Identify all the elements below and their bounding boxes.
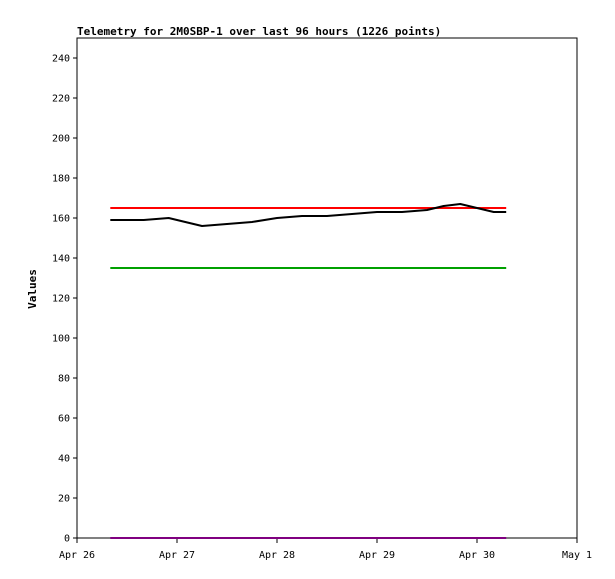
y-tick-label: 0	[64, 534, 70, 545]
series-layer	[110, 203, 507, 539]
x-tick-label: Apr 26	[59, 550, 95, 561]
y-tick-label: 240	[52, 54, 70, 65]
plot-area-frame	[76, 37, 578, 539]
x-axis: Apr 26 Apr 27 Apr 28 Apr 29 Apr 30 May 1	[59, 538, 592, 561]
y-tick-label: 220	[52, 94, 70, 105]
y-tick-label: 160	[52, 214, 70, 225]
y-tick-label: 120	[52, 294, 70, 305]
y-tick-label: 60	[58, 414, 70, 425]
y-tick-label: 200	[52, 134, 70, 145]
y-tick-label: 80	[58, 374, 70, 385]
y-tick-label: 40	[58, 454, 70, 465]
y-axis-title: Values	[26, 269, 39, 309]
x-tick-label: Apr 28	[259, 550, 295, 561]
chart-title: Telemetry for 2M0SBP-1 over last 96 hour…	[77, 25, 441, 38]
x-tick-label: May 1	[562, 550, 592, 561]
y-tick-label: 20	[58, 494, 70, 505]
y-tick-label: 140	[52, 254, 70, 265]
y-tick-label: 180	[52, 174, 70, 185]
y-tick-label: 100	[52, 334, 70, 345]
x-tick-label: Apr 30	[459, 550, 495, 561]
y-axis: 0 20 40 60 80 100 120 140 160 180 200 220 240	[52, 54, 77, 545]
x-tick-label: Apr 27	[159, 550, 195, 561]
x-tick-label: Apr 29	[359, 550, 395, 561]
series-line-3	[110, 203, 507, 227]
